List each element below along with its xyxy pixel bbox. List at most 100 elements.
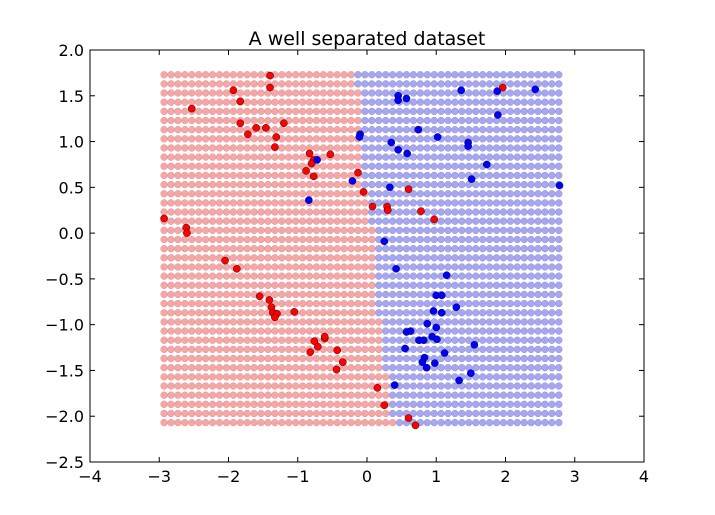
grid-dot-blue [465,190,473,198]
grid-dot-red [292,245,300,253]
grid-dot-red [361,354,369,363]
grid-dot-blue [513,318,521,326]
grid-dot-red [354,162,362,170]
grid-dot-red [167,217,175,225]
grid-dot-blue [395,107,404,115]
grid-dot-red [201,382,210,390]
grid-dot-blue [388,281,397,289]
data-point-red [333,346,342,355]
grid-dot-red [208,400,217,408]
grid-dot-red [208,327,217,335]
grid-dot-red [236,71,244,79]
grid-dot-blue [451,116,459,125]
grid-dot-red [305,217,314,225]
grid-dot-red [229,391,237,399]
grid-dot-blue [458,391,466,399]
data-point-red [266,71,274,80]
grid-dot-blue [499,318,508,326]
grid-dot-red [347,382,355,390]
grid-dot-blue [368,153,376,161]
grid-dot-red [340,400,348,408]
grid-dot-blue [513,418,521,427]
data-point-red [332,365,341,374]
grid-dot-red [250,217,258,225]
grid-dot-blue [506,80,514,88]
grid-dot-red [174,364,182,372]
grid-dot-blue [437,208,445,216]
grid-dot-blue [451,235,459,244]
grid-dot-red [340,135,348,143]
grid-dot-red [292,382,300,390]
grid-dot-blue [368,162,376,170]
grid-dot-blue [430,382,438,390]
grid-dot-blue [513,217,521,225]
grid-dot-blue [430,80,438,88]
grid-dot-blue [548,126,556,134]
grid-dot-blue [465,80,473,88]
grid-dot-red [257,281,265,289]
grid-dot-red [195,235,203,244]
data-point-blue [380,237,389,246]
grid-dot-red [229,272,237,280]
grid-dot-red [181,89,189,97]
grid-dot-red [208,135,217,143]
data-point-blue [464,142,472,150]
grid-dot-blue [492,263,501,271]
grid-dot-red [361,272,369,280]
grid-dot-red [354,364,362,372]
grid-dot-blue [534,299,542,308]
grid-dot-red [188,190,196,198]
grid-dot-red [298,98,307,106]
grid-dot-red [340,336,348,344]
grid-dot-red [160,153,168,161]
grid-dot-red [264,226,272,235]
grid-dot-blue [444,263,452,271]
grid-dot-red [285,217,293,225]
grid-dot-blue [451,107,459,115]
grid-dot-blue [458,235,466,244]
grid-dot-blue [499,135,508,143]
grid-dot-red [195,263,203,271]
grid-dot-red [181,400,189,408]
grid-dot-blue [444,180,452,189]
grid-dot-red [160,354,168,363]
grid-dot-red [347,373,355,381]
grid-dot-red [215,199,224,207]
grid-dot-blue [527,208,535,216]
grid-dot-blue [444,71,452,79]
grid-dot-blue [520,235,528,244]
grid-dot-red [236,281,244,289]
grid-dot-red [215,263,224,271]
grid-dot-blue [506,126,514,134]
grid-dot-red [160,126,168,134]
grid-dot-red [347,418,355,427]
grid-dot-blue [527,107,535,115]
grid-dot-red [174,190,182,198]
grid-dot-red [271,400,279,408]
grid-dot-red [229,98,237,106]
grid-dot-red [181,71,189,79]
grid-dot-blue [499,309,508,317]
grid-dot-blue [555,153,563,161]
grid-dot-blue [458,71,466,79]
grid-dot-red [174,418,182,427]
grid-dot-blue [548,98,556,106]
grid-dot-blue [409,391,418,399]
grid-dot-blue [382,281,390,289]
grid-dot-blue [527,180,535,189]
grid-dot-red [181,208,189,216]
grid-dot-blue [416,199,424,207]
grid-dot-blue [444,98,452,106]
grid-dot-blue [416,98,424,106]
grid-dot-blue [555,336,563,344]
grid-dot-blue [492,180,501,189]
grid-dot-blue [444,409,452,418]
grid-dot-blue [451,281,459,289]
grid-dot-blue [402,254,411,262]
grid-dot-red [243,98,251,106]
grid-dot-blue [499,281,508,289]
grid-dot-blue [548,299,556,308]
grid-dot-red [188,245,196,253]
grid-dot-blue [555,391,563,399]
grid-dot-red [368,263,376,271]
